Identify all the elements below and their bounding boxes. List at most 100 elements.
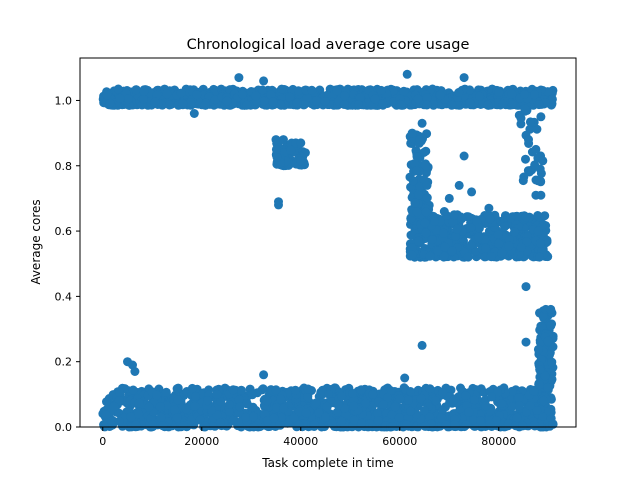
data-point (457, 214, 467, 224)
data-point (529, 386, 539, 396)
data-point (279, 403, 289, 413)
data-point (314, 408, 324, 418)
data-point (465, 85, 475, 95)
data-point (522, 237, 532, 247)
data-point (410, 159, 420, 169)
data-point (390, 402, 400, 412)
y-tick-label: 0.2 (55, 356, 73, 369)
data-point (236, 385, 246, 395)
data-point (518, 176, 528, 186)
data-point (156, 412, 166, 422)
data-point (139, 94, 149, 104)
data-point (155, 402, 165, 412)
data-point (459, 73, 469, 83)
data-point (531, 175, 541, 185)
data-point (402, 420, 412, 430)
data-point (200, 421, 210, 431)
data-point (301, 408, 311, 418)
data-point (400, 373, 410, 383)
data-point (276, 100, 286, 110)
data-point (237, 89, 247, 99)
data-point (430, 396, 440, 406)
data-point (447, 100, 457, 110)
data-point (414, 236, 423, 246)
data-point (178, 99, 188, 108)
data-point (474, 223, 484, 233)
y-axis-label: Average cores (29, 199, 43, 284)
x-axis-label: Task complete in time (261, 456, 393, 470)
data-point (521, 212, 531, 222)
data-point (131, 420, 141, 430)
data-point (465, 98, 475, 108)
data-point (497, 248, 507, 258)
data-point (519, 90, 529, 100)
data-point (444, 193, 454, 203)
data-point (348, 388, 358, 398)
data-point (259, 96, 269, 106)
data-point (332, 407, 342, 417)
data-point (399, 86, 409, 96)
data-point (247, 390, 257, 400)
data-point (333, 400, 343, 410)
data-point (114, 396, 124, 406)
data-point (189, 109, 199, 118)
data-point (161, 387, 171, 397)
data-point (421, 228, 431, 238)
data-point (428, 235, 437, 245)
data-point (378, 400, 388, 409)
data-point (394, 413, 404, 422)
data-point (296, 156, 306, 166)
data-point (259, 370, 269, 380)
y-tick-label: 0.4 (55, 290, 73, 303)
data-point (535, 380, 544, 390)
data-point (510, 227, 520, 237)
data-point (425, 384, 435, 394)
data-point (540, 211, 550, 221)
data-point (532, 124, 542, 134)
data-point (303, 384, 313, 394)
data-point (484, 203, 494, 213)
data-point (258, 85, 267, 95)
data-point (361, 398, 371, 408)
data-point (412, 207, 422, 217)
y-tick-label: 0.0 (55, 421, 73, 434)
data-point (216, 397, 226, 407)
data-point (368, 389, 378, 399)
data-point (533, 344, 543, 354)
data-point (228, 415, 238, 425)
data-point (461, 420, 471, 430)
data-point (500, 222, 509, 232)
data-point (547, 357, 557, 367)
data-point (349, 401, 359, 411)
data-point (546, 304, 556, 314)
data-point (173, 395, 183, 405)
data-point (536, 112, 546, 122)
y-tick-label: 0.8 (55, 160, 73, 173)
data-point (514, 401, 524, 411)
data-point (191, 392, 200, 401)
data-point (486, 252, 496, 262)
data-point (516, 113, 526, 123)
data-point (242, 100, 252, 110)
data-point (533, 226, 543, 236)
data-point (310, 420, 320, 430)
data-point (435, 90, 445, 100)
data-point (493, 230, 503, 239)
data-point (520, 104, 530, 114)
data-point (469, 415, 479, 425)
data-point (102, 397, 111, 407)
data-point (407, 128, 417, 138)
data-point (407, 243, 417, 253)
data-point (276, 412, 286, 422)
data-point (439, 251, 449, 261)
data-point (249, 412, 258, 422)
data-point (311, 96, 321, 106)
data-point (543, 383, 552, 392)
data-point (269, 413, 279, 423)
data-point (535, 164, 545, 174)
data-point (376, 85, 386, 95)
data-point (516, 242, 526, 252)
data-point (420, 218, 430, 228)
